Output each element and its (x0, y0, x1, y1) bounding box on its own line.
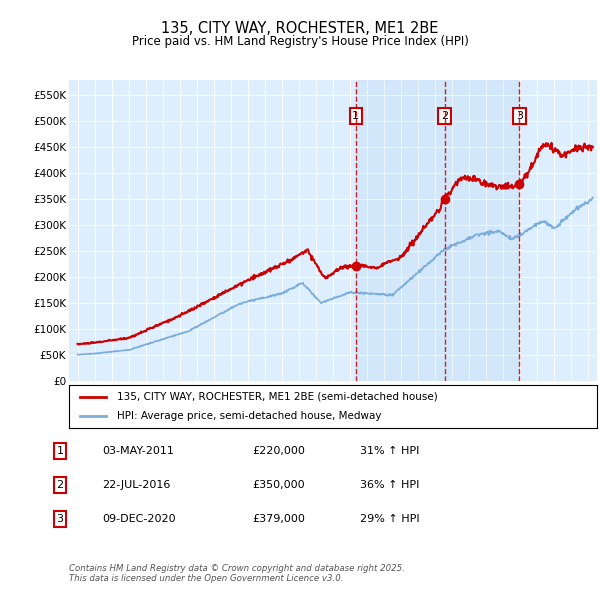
Text: 1: 1 (56, 446, 64, 455)
Text: 09-DEC-2020: 09-DEC-2020 (102, 514, 176, 524)
Text: 135, CITY WAY, ROCHESTER, ME1 2BE: 135, CITY WAY, ROCHESTER, ME1 2BE (161, 21, 439, 35)
Text: £350,000: £350,000 (252, 480, 305, 490)
Bar (356, 80, 520, 381)
Text: 1: 1 (352, 111, 359, 121)
Text: Price paid vs. HM Land Registry's House Price Index (HPI): Price paid vs. HM Land Registry's House … (131, 35, 469, 48)
Text: Contains HM Land Registry data © Crown copyright and database right 2025.
This d: Contains HM Land Registry data © Crown c… (69, 563, 405, 583)
Text: 3: 3 (516, 111, 523, 121)
Text: HPI: Average price, semi-detached house, Medway: HPI: Average price, semi-detached house,… (116, 411, 381, 421)
Text: 03-MAY-2011: 03-MAY-2011 (102, 446, 174, 455)
Text: 29% ↑ HPI: 29% ↑ HPI (360, 514, 419, 524)
Text: £379,000: £379,000 (252, 514, 305, 524)
Text: 36% ↑ HPI: 36% ↑ HPI (360, 480, 419, 490)
Text: 3: 3 (56, 514, 64, 524)
Text: 2: 2 (441, 111, 448, 121)
Text: 22-JUL-2016: 22-JUL-2016 (102, 480, 170, 490)
Text: 135, CITY WAY, ROCHESTER, ME1 2BE (semi-detached house): 135, CITY WAY, ROCHESTER, ME1 2BE (semi-… (116, 392, 437, 402)
Text: 2: 2 (56, 480, 64, 490)
Text: 31% ↑ HPI: 31% ↑ HPI (360, 446, 419, 455)
Text: £220,000: £220,000 (252, 446, 305, 455)
